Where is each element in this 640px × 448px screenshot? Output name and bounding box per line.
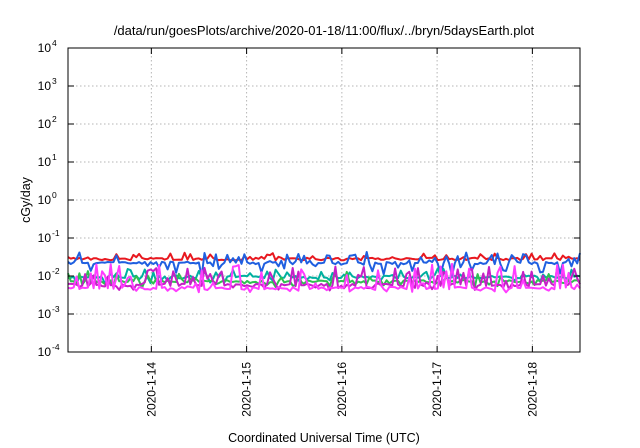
series-line — [67, 251, 581, 262]
series-line — [67, 267, 581, 285]
series-layer — [67, 251, 581, 294]
y-tick-exponent: 0 — [52, 190, 57, 200]
y-tick-exponent: 4 — [52, 38, 57, 48]
y-tick-label: 10 — [38, 79, 52, 93]
chart-title: /data/run/goesPlots/archive/2020-01-18/1… — [114, 23, 535, 38]
y-tick-exponent: 3 — [52, 76, 57, 86]
y-tick-exponent: -2 — [52, 266, 60, 276]
x-axis-label: Coordinated Universal Time (UTC) — [228, 431, 420, 445]
y-tick-label: 10 — [38, 155, 52, 169]
y-tick-label: 10 — [38, 345, 52, 359]
y-tick-label: 10 — [38, 307, 52, 321]
y-tick-exponent: -3 — [52, 304, 60, 314]
series-line — [67, 251, 581, 278]
x-tick-label: 2020-1-15 — [240, 362, 254, 417]
x-tick-label: 2020-1-16 — [335, 362, 349, 417]
series-line — [67, 262, 581, 294]
y-tick-label: 10 — [38, 231, 52, 245]
y-tick-label: 10 — [38, 117, 52, 131]
y-tick-exponent: -1 — [52, 228, 60, 238]
y-tick-exponent: 1 — [52, 152, 57, 162]
y-tick-exponent: 2 — [52, 114, 57, 124]
y-axis-label: cGy/day — [19, 176, 33, 223]
y-tick-label: 10 — [38, 193, 52, 207]
x-tick-label: 2020-1-18 — [525, 362, 539, 417]
y-tick-exponent: -4 — [52, 342, 60, 352]
x-tick-label: 2020-1-14 — [144, 362, 158, 417]
grid — [68, 48, 580, 352]
series-line — [67, 270, 581, 289]
x-tick-label: 2020-1-17 — [430, 362, 444, 417]
y-tick-label: 10 — [38, 41, 52, 55]
y-tick-label: 10 — [38, 269, 52, 283]
